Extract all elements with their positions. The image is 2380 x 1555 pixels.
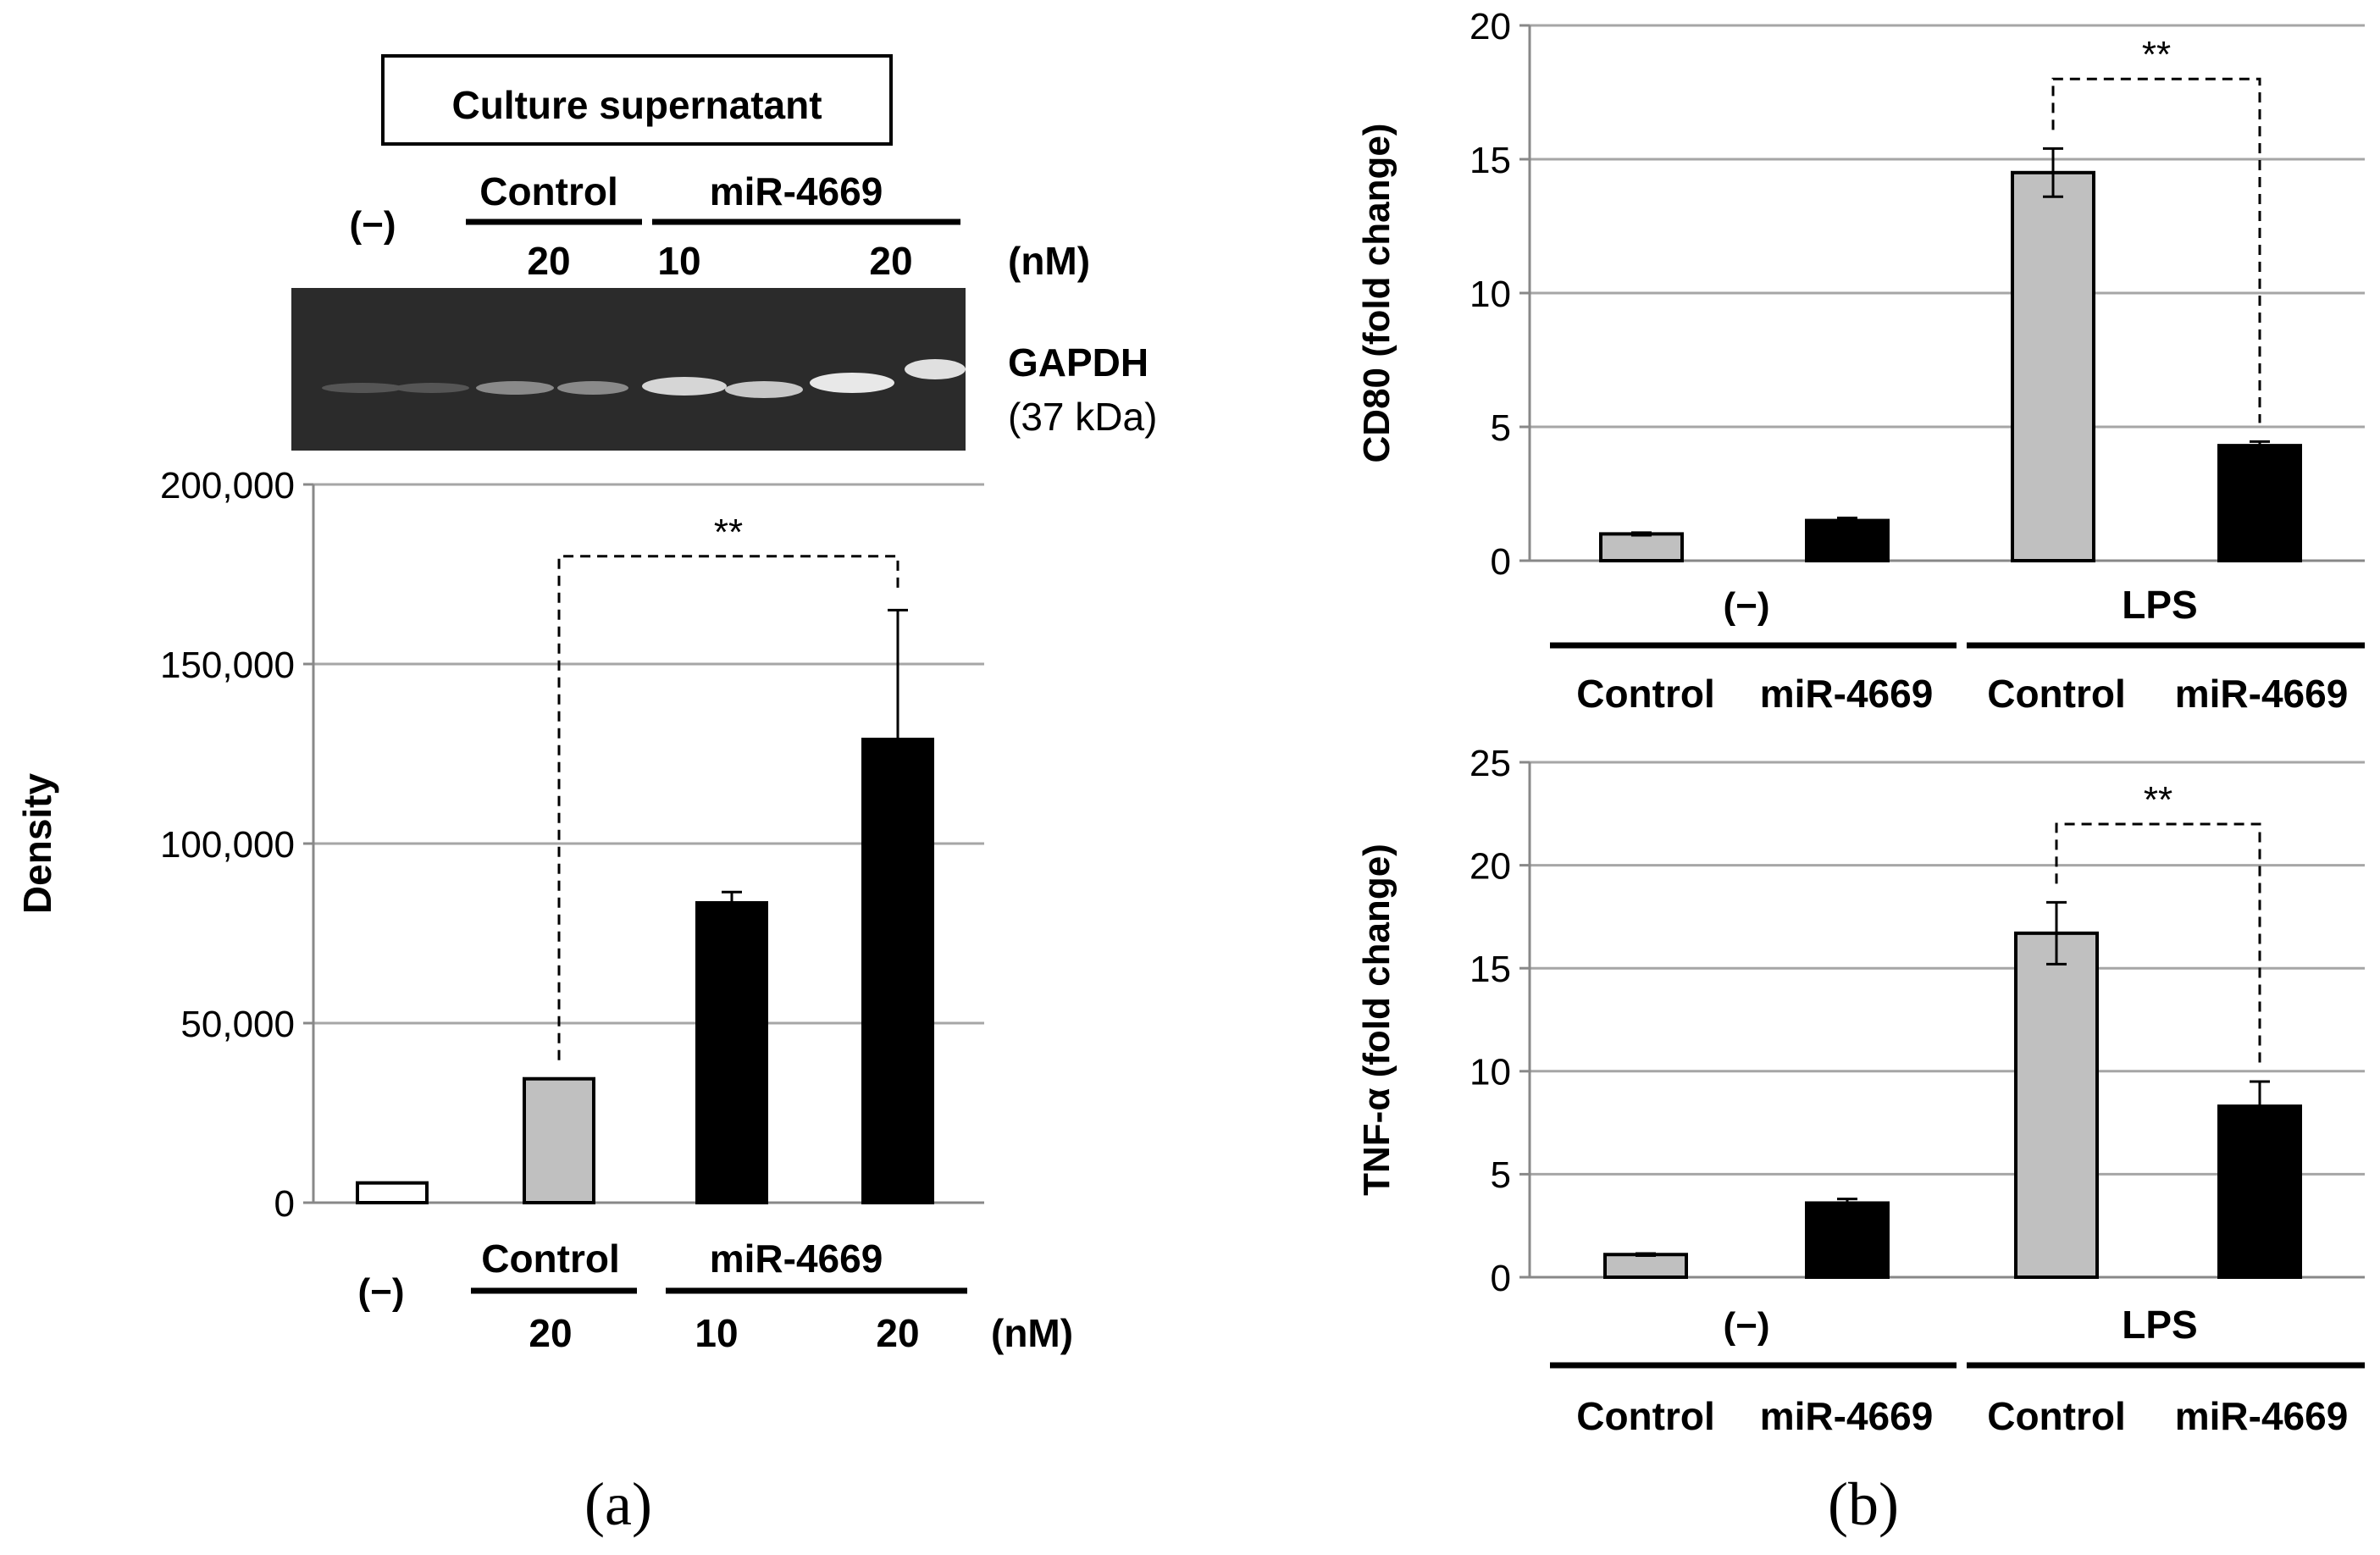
bar: [2011, 170, 2095, 563]
blot-unit-label: (nM): [1008, 239, 1090, 283]
cd80-category-label: Control: [1987, 672, 2126, 716]
significance-bracket: [2051, 77, 2261, 423]
tnf-alpha-chart-xaxis: (−) LPS Control miR-4669 Control miR-466…: [1550, 1303, 2365, 1438]
bar: [523, 1076, 595, 1204]
xaxis-mir-label: miR-4669: [710, 1237, 883, 1281]
y-tick-label: 50,000: [180, 1004, 295, 1045]
tnf-alpha-chart: 0 5 10 15 20 25 TNF-α (fold change) **: [1356, 743, 2365, 1299]
tnf-group-lps-label: LPS: [2122, 1303, 2197, 1347]
cd80-chart-xaxis: (−) LPS Control miR-4669 Control miR-466…: [1550, 583, 2365, 716]
cd80-category-label: miR-4669: [1760, 672, 1934, 716]
y-axis-label: CD80 (fold change): [1356, 124, 1398, 463]
blot-band: [905, 359, 966, 379]
density-chart: 0 50,000 100,000 150,000 200,000 Density **: [15, 465, 984, 1225]
bar: [1603, 1253, 1688, 1280]
y-axis-label: TNF-α (fold change): [1356, 844, 1398, 1196]
tnf-category-label: Control: [1576, 1394, 1715, 1438]
y-tick-label: 0: [1491, 541, 1511, 583]
blot-band-size: (37 kDa): [1008, 395, 1157, 439]
blot-group-mir-label: miR-4669: [710, 169, 883, 213]
blot-band: [557, 381, 628, 395]
culture-supernatant-label: Culture supernatant: [451, 83, 822, 127]
culture-supernatant-box: [381, 54, 893, 146]
blot-band: [395, 383, 469, 393]
cd80-chart: 0 5 10 15 20 CD80 (fold change) **: [1356, 6, 2365, 583]
y-tick-label: 100,000: [160, 824, 295, 866]
blot-neg-label: (−): [350, 204, 396, 246]
tnf-category-label: Control: [1987, 1394, 2126, 1438]
blot-conc-label: 20: [869, 239, 912, 283]
tnf-category-label: miR-4669: [2175, 1394, 2349, 1438]
y-tick-label: 5: [1491, 1154, 1511, 1196]
cd80-category-label: Control: [1576, 672, 1715, 716]
y-tick-label: 0: [1491, 1258, 1511, 1299]
xaxis-conc-label: 10: [695, 1311, 738, 1355]
blot-band: [476, 381, 554, 395]
density-chart-xaxis: (−) Control miR-4669 20 10 20 (nM): [358, 1237, 1074, 1355]
xaxis-control-label: Control: [481, 1237, 620, 1281]
bar: [695, 900, 768, 1204]
y-tick-label: 15: [1470, 140, 1511, 181]
blot-band: [725, 381, 803, 398]
y-tick-label: 25: [1470, 743, 1511, 784]
bar: [1805, 1201, 1890, 1279]
xaxis-conc-label: 20: [529, 1311, 572, 1355]
blot-conc-label: 20: [527, 239, 570, 283]
xaxis-neg-label: (−): [358, 1271, 405, 1313]
y-tick-label: 20: [1470, 845, 1511, 887]
blot-band: [642, 377, 727, 396]
y-tick-label: 15: [1470, 949, 1511, 990]
blot-bands: [322, 359, 966, 398]
panel-label-a: (a): [584, 1470, 652, 1538]
significance-label: **: [714, 512, 743, 553]
xaxis-unit-label: (nM): [991, 1311, 1073, 1355]
western-blot: Culture supernatant (−) Control miR-4669…: [291, 54, 1157, 451]
significance-label: **: [2142, 34, 2171, 75]
y-tick-label: 10: [1470, 274, 1511, 315]
y-axis-label: Density: [15, 773, 59, 915]
blot-band: [810, 373, 894, 393]
cd80-category-label: miR-4669: [2175, 672, 2349, 716]
tnf-category-label: miR-4669: [1760, 1394, 1934, 1438]
blot-band: [322, 383, 403, 393]
bar: [1805, 518, 1890, 562]
cd80-group-lps-label: LPS: [2122, 583, 2197, 627]
bar: [2014, 931, 2099, 1279]
xaxis-conc-label: 20: [876, 1311, 919, 1355]
y-tick-label: 150,000: [160, 645, 295, 686]
significance-label: **: [2144, 779, 2172, 821]
blot-conc-label: 10: [657, 239, 700, 283]
panel-label-b: (b): [1828, 1470, 1899, 1538]
y-tick-label: 20: [1470, 6, 1511, 47]
blot-band-label: GAPDH: [1008, 340, 1148, 385]
bar: [356, 1181, 429, 1205]
bar: [1599, 532, 1684, 563]
blot-group-control-label: Control: [479, 169, 618, 213]
y-tick-label: 200,000: [160, 465, 295, 506]
blot-gel-image: [291, 288, 966, 451]
bar: [2217, 444, 2302, 562]
cd80-group-neg-label: (−): [1724, 585, 1770, 627]
y-tick-label: 5: [1491, 407, 1511, 449]
y-tick-label: 0: [274, 1183, 295, 1225]
significance-bracket: [2055, 822, 2261, 1063]
tnf-group-neg-label: (−): [1724, 1305, 1770, 1347]
y-tick-label: 10: [1470, 1052, 1511, 1093]
